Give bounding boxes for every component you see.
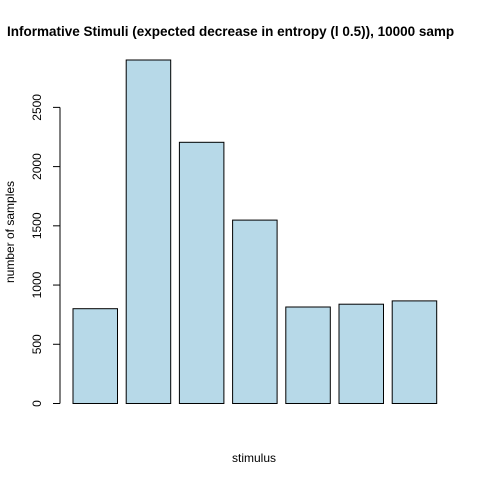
bar bbox=[125, 59, 172, 404]
y-tick-label: 0 bbox=[30, 400, 44, 407]
bars-group bbox=[72, 59, 438, 405]
x-axis-label: stimulus bbox=[232, 451, 276, 465]
y-tick-label: 1000 bbox=[30, 271, 44, 298]
y-axis-label: number of samples bbox=[3, 181, 17, 283]
bar bbox=[178, 141, 225, 405]
bar bbox=[232, 219, 278, 404]
chart-title: Informative Stimuli (expected decrease i… bbox=[7, 24, 454, 39]
y-tick-label: 2500 bbox=[30, 94, 44, 121]
bar bbox=[338, 303, 384, 405]
bar bbox=[72, 308, 118, 405]
bar bbox=[285, 306, 331, 404]
y-tick-label: 2000 bbox=[30, 153, 44, 180]
bar bbox=[391, 300, 438, 404]
y-tick-label: 1500 bbox=[30, 212, 44, 239]
y-tick-label: 500 bbox=[30, 334, 44, 354]
y-axis: 0 500 1000 1500 2000 2500 bbox=[30, 94, 61, 407]
